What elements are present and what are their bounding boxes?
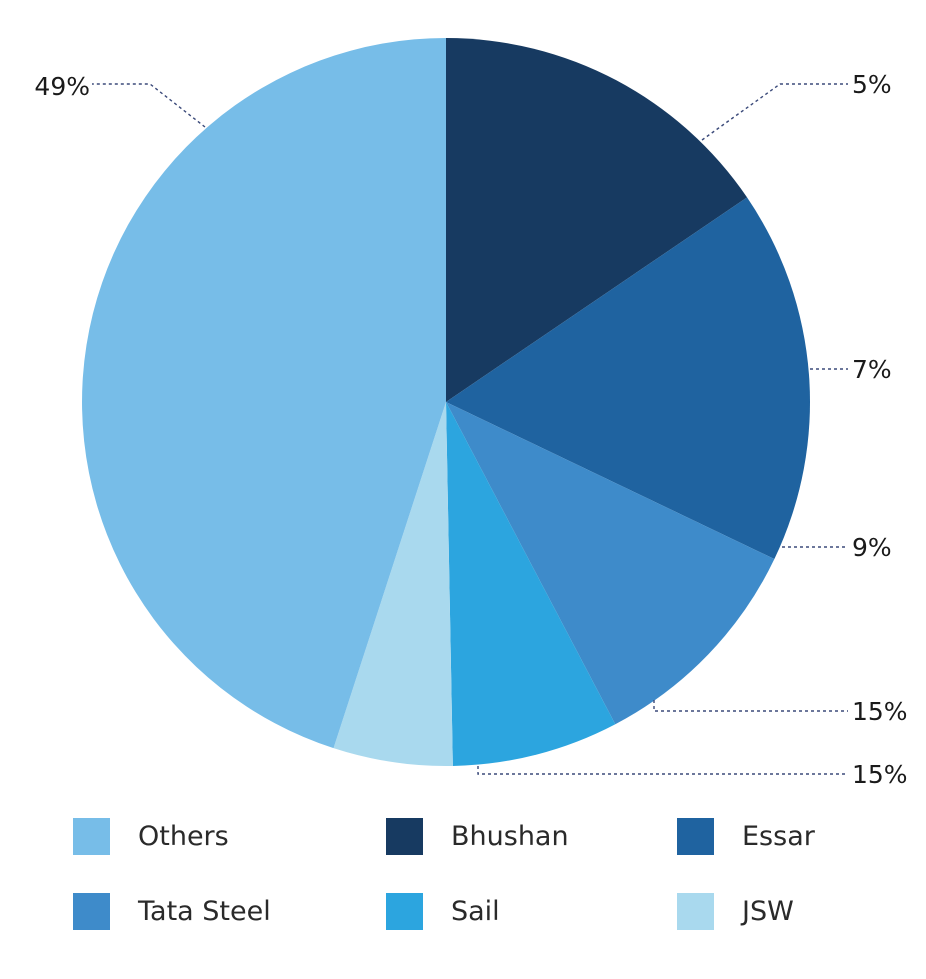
pie-slice-essar [446, 197, 811, 560]
pie-slice-others [82, 38, 446, 749]
legend: Others Bhushan Essar Tata Steel Sail JSW [0, 800, 926, 979]
pie-slice-tata-steel [446, 402, 775, 725]
data-label-bhushan: 5% [852, 70, 892, 99]
pie-slice-sail [446, 402, 616, 766]
legend-item-bhushan: Bhushan [386, 816, 569, 856]
legend-label-others: Others [138, 820, 229, 852]
data-label-tata-steel: 9% [852, 533, 892, 562]
legend-label-tata-steel: Tata Steel [138, 895, 271, 927]
leader-line-jsw [477, 766, 848, 775]
legend-label-jsw: JSW [742, 895, 794, 927]
legend-label-essar: Essar [742, 820, 815, 852]
legend-swatch-others [73, 817, 110, 855]
data-label-sail: 15% [852, 697, 908, 726]
legend-item-tata-steel: Tata Steel [73, 891, 271, 931]
legend-item-jsw: JSW [677, 891, 794, 931]
pie-slice-bhushan [446, 38, 748, 402]
data-label-jsw: 15% [852, 760, 908, 789]
leader-line-sail [653, 700, 848, 712]
pie-slice-jsw [333, 402, 453, 767]
legend-swatch-tata-steel [73, 892, 110, 930]
data-label-others: 49% [34, 72, 90, 101]
legend-swatch-bhushan [386, 817, 423, 855]
leader-line-bhushan [701, 83, 848, 141]
legend-swatch-jsw [677, 892, 714, 930]
data-label-essar: 7% [852, 355, 892, 384]
legend-item-essar: Essar [677, 816, 815, 856]
legend-item-sail: Sail [386, 891, 500, 931]
legend-swatch-sail [386, 892, 423, 930]
pie-chart: 5% 7% 9% 15% 15% 49% [34, 38, 908, 789]
legend-label-sail: Sail [451, 895, 500, 927]
legend-label-bhushan: Bhushan [451, 820, 569, 852]
legend-item-others: Others [73, 816, 229, 856]
legend-swatch-essar [677, 817, 714, 855]
leader-line-others [92, 83, 206, 128]
